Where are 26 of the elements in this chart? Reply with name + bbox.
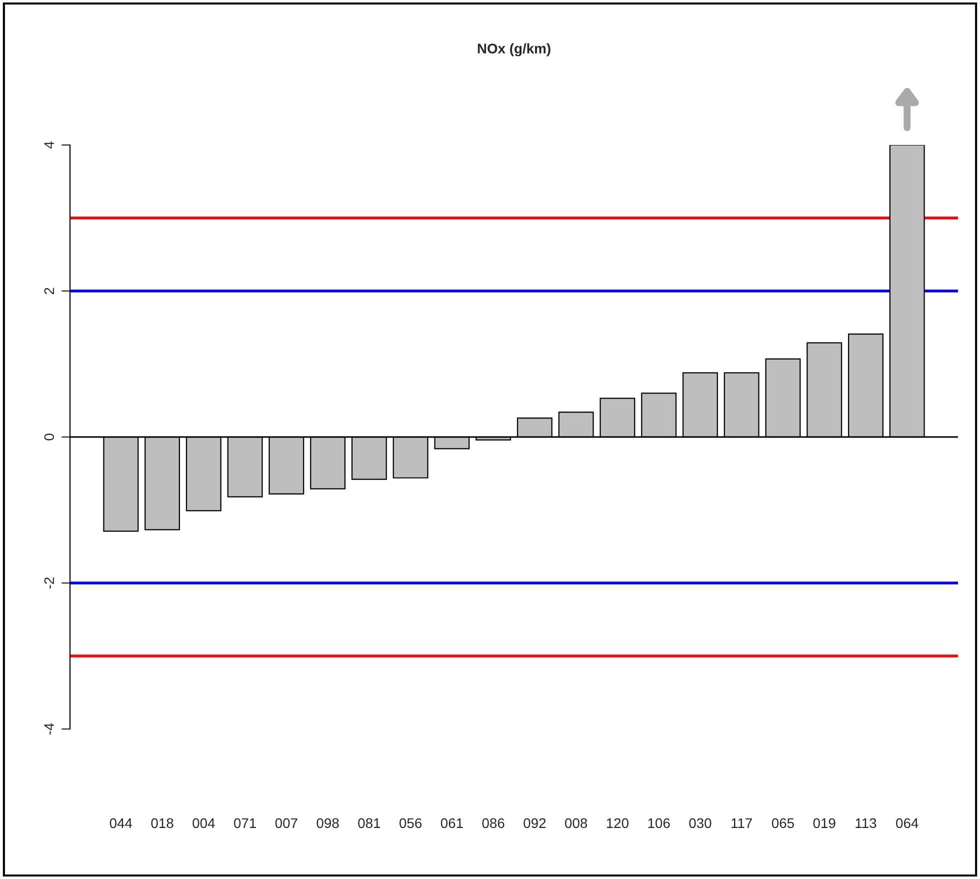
x-tick-label: 061 (440, 818, 463, 828)
x-tick-label: 098 (316, 818, 339, 828)
x-tick-label: 081 (358, 818, 380, 828)
y-tick-label: 0 (44, 434, 54, 440)
x-tick-label: 007 (275, 818, 298, 828)
x-tick-label: 117 (732, 818, 752, 828)
y-tick-label: 2 (44, 288, 54, 294)
x-tick-label: 086 (482, 818, 504, 828)
x-tick-label: 044 (110, 818, 132, 828)
x-tick-label: 113 (856, 818, 876, 828)
y-tick-label: -4 (44, 723, 54, 735)
x-tick-label: 064 (896, 818, 918, 828)
chart-title: NOx (g/km) (478, 43, 550, 56)
x-tick-label: 004 (192, 818, 215, 828)
x-tick-label: 018 (151, 818, 174, 828)
x-tick-label: 030 (689, 818, 712, 828)
x-tick-label: 019 (813, 818, 836, 828)
x-tick-label: 071 (234, 818, 256, 828)
x-tick-label: 120 (606, 818, 628, 828)
x-tick-label: 065 (772, 818, 794, 828)
y-tick-label: 4 (44, 142, 54, 149)
x-tick-label: 008 (565, 818, 588, 828)
x-tick-label: 106 (648, 818, 670, 828)
x-tick-label: 092 (524, 818, 546, 828)
x-tick-label: 056 (400, 818, 422, 828)
y-tick-label: -2 (44, 578, 54, 589)
